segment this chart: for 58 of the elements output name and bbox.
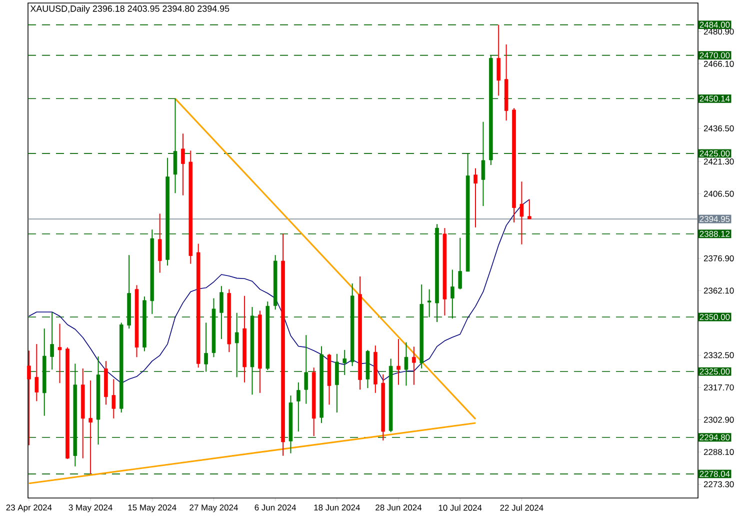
candlestick (396, 338, 400, 386)
y-tick-label: 2466.10 (704, 60, 734, 67)
candlestick (427, 288, 432, 318)
y-tick-label: 2421.30 (704, 158, 734, 165)
y-tick-label: 2406.50 (704, 190, 734, 197)
ref-line-label: 2394.95 (700, 216, 730, 222)
x-tick-label: 18 Jun 2024 (314, 504, 360, 511)
ref-line-label: 2450.14 (700, 96, 730, 102)
candlestick (27, 350, 31, 446)
candlestick (173, 98, 178, 194)
y-tick-label: 2302.90 (704, 416, 734, 423)
x-tick-label: 6 Jun 2024 (254, 504, 296, 511)
candlestick (481, 121, 486, 207)
y-tick-label: 2332.50 (704, 352, 734, 358)
candlestick (50, 312, 54, 370)
x-tick-label: 28 Jun 2024 (376, 504, 422, 511)
ref-line-label: 2470.00 (700, 52, 730, 58)
candlestick (88, 380, 92, 475)
x-tick-label: 27 May 2024 (190, 504, 238, 512)
candlestick (474, 168, 478, 228)
ref-line-label: 2350.00 (700, 314, 730, 320)
candlestick (220, 286, 224, 340)
candlestick (58, 323, 62, 384)
candlestick (528, 198, 532, 220)
candlestick (335, 353, 339, 414)
y-tick-label: 2273.30 (704, 481, 734, 488)
ref-line-label: 2325.00 (700, 368, 730, 375)
chart-title: XAUUSD,Daily 2396.18 2403.95 2394.80 2394.95 (30, 5, 230, 14)
x-tick-label: 10 Jul 2024 (438, 504, 482, 511)
candlestick (234, 312, 239, 378)
y-tick-label: 2288.10 (704, 449, 734, 455)
ref-line-label: 2425.00 (700, 150, 730, 156)
candlestick (342, 349, 347, 376)
candlestick (296, 382, 300, 432)
candlestick (304, 334, 308, 404)
y-tick-label: 2436.50 (704, 125, 734, 132)
x-tick-label: 22 Jul 2024 (500, 504, 544, 511)
candlestick (496, 24, 500, 96)
y-tick-label: 2362.10 (704, 288, 734, 294)
candlestick (181, 133, 185, 196)
candlestick (34, 344, 39, 402)
ref-line-label: 2278.04 (700, 470, 730, 477)
y-tick-label: 2317.70 (704, 384, 734, 390)
candlestick (450, 269, 454, 320)
y-tick-label: 2376.90 (704, 255, 734, 262)
candlestick (404, 342, 408, 386)
ref-line-label: 2388.12 (700, 230, 730, 237)
x-tick-label: 23 Apr 2024 (6, 504, 52, 512)
candlestick (412, 346, 416, 386)
candlestick (520, 181, 524, 245)
x-tick-label: 15 May 2024 (128, 504, 176, 512)
x-tick-label: 3 May 2024 (68, 504, 112, 512)
ref-line-label: 2484.00 (700, 22, 730, 28)
ref-line-label: 2294.80 (700, 434, 730, 440)
candlestick (204, 322, 208, 372)
candlestick (458, 237, 462, 290)
candlestick (112, 378, 116, 419)
candlestick (158, 213, 162, 274)
